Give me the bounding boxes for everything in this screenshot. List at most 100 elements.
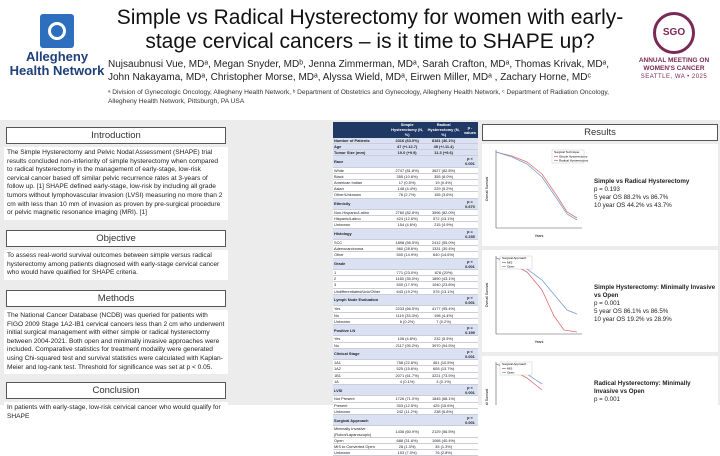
table-row: Ethnicity p = 0.670 bbox=[333, 198, 478, 211]
legend-box bbox=[499, 361, 533, 376]
table-cell: Clinical Stage bbox=[333, 348, 389, 361]
table-cell bbox=[425, 228, 462, 241]
meeting-logo: SGO ANNUAL MEETING ON WOMEN'S CANCER SEA… bbox=[630, 12, 718, 80]
table-cell bbox=[389, 228, 426, 241]
demographics-table: Simple Hysterectomy (N, %) Radical Hyster… bbox=[333, 122, 478, 456]
table-row: Clinical Stage p < 0.001 bbox=[333, 348, 478, 361]
table-cell: 1845 (68.1%) bbox=[425, 395, 462, 403]
table-row: Yes 106 (4.8%) 232 (5.5%) bbox=[333, 335, 478, 343]
table-cell bbox=[461, 312, 478, 319]
table-row: 1 771 (23.0%) 876 (20%) bbox=[333, 269, 478, 277]
table-cell bbox=[461, 245, 478, 253]
table-cell: Lymph Node Evaluation bbox=[333, 294, 389, 307]
table-cell: 2 bbox=[333, 275, 389, 283]
legend-box bbox=[551, 149, 585, 164]
table-cell: 500 (17.9%) bbox=[389, 281, 426, 289]
result-title: Radical Hysterectomy: Minimally Invasive… bbox=[594, 380, 691, 395]
table-cell: 7 (0.2%) bbox=[425, 318, 462, 325]
result-line: 10 year OS 44.2% vs 43.7% bbox=[594, 202, 672, 209]
table-cell: 1890 (43.1%) bbox=[425, 275, 462, 283]
table-cell: 643 (19.2%) bbox=[389, 288, 426, 295]
table-cell bbox=[425, 198, 462, 211]
table-row: 2 1160 (35.0%) 1890 (43.1%) bbox=[333, 275, 478, 283]
result-line: 5 year OS 86.1% vs 86.5% bbox=[594, 308, 669, 315]
table-cell: 47 (+/-12.7) bbox=[389, 143, 426, 151]
table-cell: 1436 (60.9%) bbox=[389, 425, 426, 438]
table-cell: 355 (10.6%) bbox=[389, 173, 426, 181]
table-cell bbox=[461, 215, 478, 223]
table-cell: 3627 (82.8%) bbox=[425, 167, 462, 174]
table-cell: Other/Unknown bbox=[333, 191, 389, 199]
table-cell: Age bbox=[333, 143, 389, 151]
result-line: 10 year OS 19.2% vs 28.9% bbox=[594, 316, 672, 323]
table-row: Grade p < 0.001 bbox=[333, 258, 478, 271]
table-cell bbox=[389, 155, 426, 168]
table-cell: No bbox=[333, 342, 389, 349]
authors: Nujsaubnusi Vue, MDᵃ, Megan Snyder, MDᵇ,… bbox=[108, 59, 610, 83]
km-curve bbox=[495, 151, 578, 221]
result-note: Radical Hysterectomy: Minimally Invasive… bbox=[594, 380, 716, 404]
table-cell: 2117 (95.2%) bbox=[389, 342, 426, 349]
table-cell: 3 bbox=[333, 281, 389, 289]
table-cell bbox=[461, 149, 478, 157]
logo-mark bbox=[40, 14, 74, 48]
table-cell bbox=[461, 372, 478, 379]
logo-text: SGO bbox=[653, 12, 695, 54]
table-cell bbox=[461, 137, 478, 144]
table-row: Lymph Node Evaluation p < 0.001 bbox=[333, 294, 478, 307]
table-cell: 3970 (94.5%) bbox=[425, 342, 462, 349]
table-cell bbox=[425, 258, 462, 271]
table-cell: 2071 (61.7%) bbox=[389, 372, 426, 379]
table-cell: 155 (3.6%) bbox=[425, 191, 462, 199]
table-row: Yes 2233 (66.5%) 4177 (95.4%) bbox=[333, 305, 478, 313]
table-row: Number of Patients 2316 (63.0%) 8181 (36.1… bbox=[333, 137, 478, 144]
table-cell: 198 (4.4%) bbox=[425, 312, 462, 319]
table-cell: White bbox=[333, 167, 389, 174]
table-cell: Unknown bbox=[333, 449, 389, 456]
table-cell: 229 (5.2%) bbox=[425, 185, 462, 193]
table-row: LVSI p < 0.001 bbox=[333, 384, 478, 397]
table-cell: 17 (0.5%) bbox=[389, 179, 426, 187]
table-cell: 1A1 bbox=[333, 359, 389, 367]
table-cell: 876 (20%) bbox=[425, 269, 462, 277]
km-curve bbox=[495, 151, 578, 219]
table-cell bbox=[461, 143, 478, 151]
result-line: p = 0.193 bbox=[594, 186, 620, 193]
table-cell: 355 (8.0%) bbox=[425, 173, 462, 181]
poster-title: Simple vs Radical Hysterectomy for women… bbox=[116, 6, 624, 53]
table-cell: Race bbox=[333, 155, 389, 168]
result-panel: Years Overall Survival Surgical Technique S… bbox=[482, 144, 718, 246]
table-cell bbox=[425, 324, 462, 337]
table-cell: 4177 (95.4%) bbox=[425, 305, 462, 313]
table-cell: 640 (14.6%) bbox=[425, 251, 462, 259]
table-row: Minimally Invasive (Robot/Laparoscopic) 1… bbox=[333, 425, 478, 438]
table-cell: 3596 (82.0%) bbox=[425, 209, 462, 217]
table-cell: 106 (4.8%) bbox=[389, 335, 426, 343]
table-cell: Yes bbox=[333, 305, 389, 313]
legend-label: MIS bbox=[507, 367, 512, 371]
table-cell: p < 0.001 bbox=[461, 294, 478, 307]
table-row: Black 355 (10.6%) 355 (8.0%) bbox=[333, 173, 478, 181]
table-cell bbox=[389, 324, 426, 337]
table-cell: Unknown bbox=[333, 318, 389, 325]
table-cell: 461 (10.5%) bbox=[425, 359, 462, 367]
table-cell: 154 (4.6%) bbox=[389, 221, 426, 229]
section-heading: Conclusion bbox=[6, 382, 226, 399]
table-row: Histology p = 0.235 bbox=[333, 228, 478, 241]
table-cell bbox=[461, 179, 478, 187]
table-cell: 960 (28.6%) bbox=[389, 245, 426, 253]
table-cell: 11.3 (+9.6) bbox=[425, 149, 462, 157]
legend-title: Surgical Technique bbox=[554, 150, 580, 154]
table-cell: 6 (0.2%) bbox=[389, 318, 426, 325]
meeting-name: ANNUAL MEETING ON WOMEN'S CANCER bbox=[638, 57, 710, 72]
table-cell: Number of Patients bbox=[333, 137, 389, 144]
table-cell bbox=[461, 281, 478, 289]
table-row: No 2117 (95.2%) 3970 (94.5%) bbox=[333, 342, 478, 349]
table-cell: 2316 (63.0%) bbox=[389, 137, 426, 144]
table-cell: p < 0.001 bbox=[461, 348, 478, 361]
table-cell: p < 0.001 bbox=[461, 258, 478, 271]
table-cell: Not Present bbox=[333, 395, 389, 403]
table-cell: 2747 (81.8%) bbox=[389, 167, 426, 174]
x-axis-label: Years bbox=[535, 234, 544, 238]
table-row: Positive LN p = 0.199 bbox=[333, 324, 478, 337]
